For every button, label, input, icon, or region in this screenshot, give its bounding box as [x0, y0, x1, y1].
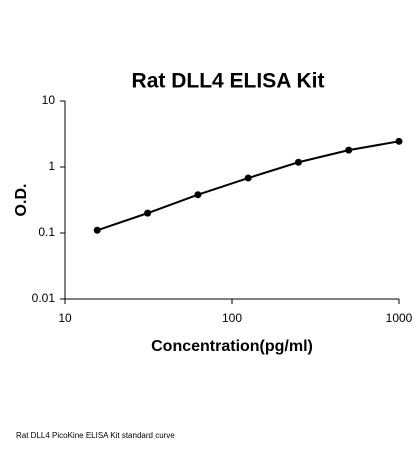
y-tick-label: 10	[42, 93, 56, 107]
y-tick-label: 1	[48, 159, 55, 173]
data-point	[194, 191, 202, 199]
caption: Rat DLL4 PicoKine ELISA Kit standard cur…	[16, 431, 175, 440]
x-axis-label: Concentration(pg/ml)	[151, 338, 313, 355]
x-tick-label: 10	[58, 311, 72, 325]
data-point	[294, 158, 302, 166]
data-point	[93, 226, 101, 234]
x-tick-label: 1000	[386, 311, 413, 325]
x-tick-label: 100	[222, 311, 242, 325]
data-point	[144, 209, 152, 217]
y-tick-label: 0.1	[38, 225, 55, 239]
data-point	[345, 146, 353, 154]
chart-title: Rat DLL4 ELISA Kit	[132, 70, 325, 93]
y-tick-label: 0.01	[32, 291, 56, 305]
fit-curve	[96, 140, 400, 232]
y-axis-label: O.D.	[13, 184, 30, 217]
data-point	[395, 137, 403, 145]
data-point	[244, 174, 252, 182]
